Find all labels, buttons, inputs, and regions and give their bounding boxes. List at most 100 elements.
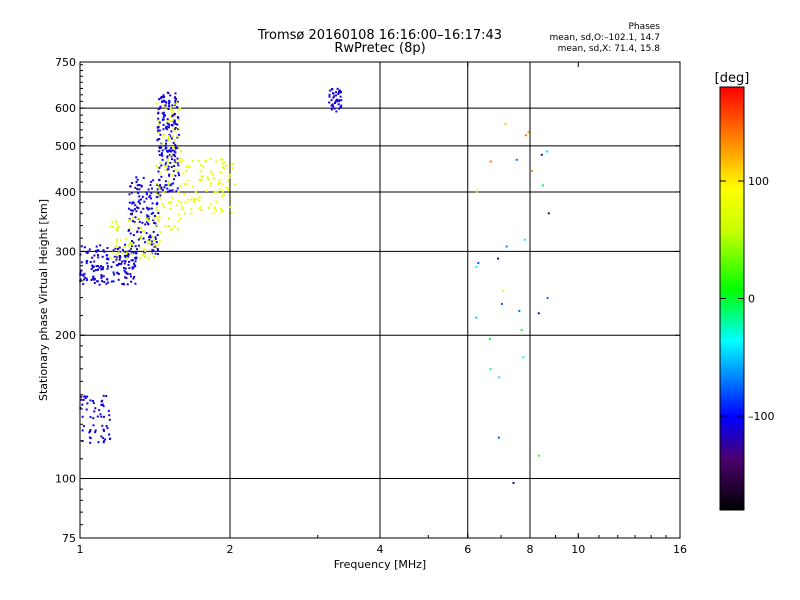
echo-point [183, 193, 186, 195]
echo-point [170, 150, 173, 153]
echo-point [106, 278, 109, 281]
echo-point [177, 228, 180, 231]
echo-point [113, 255, 116, 258]
echo-point [79, 278, 82, 281]
echo-point [137, 238, 140, 241]
echo-point [340, 99, 343, 102]
echo-point [173, 147, 175, 150]
echo-point [178, 107, 181, 110]
echo-point [132, 209, 134, 212]
echo-point [105, 282, 108, 285]
echo-point [475, 316, 478, 319]
echo-point [123, 269, 126, 272]
echo-point [102, 249, 105, 252]
echo-point [335, 94, 338, 97]
echo-point [117, 251, 120, 254]
echo-point [166, 122, 169, 125]
echo-point [333, 95, 336, 98]
echo-point [92, 402, 95, 405]
echo-point [174, 100, 177, 102]
echo-point [91, 256, 94, 259]
echo-point [179, 157, 182, 160]
echo-point [114, 246, 117, 248]
phase-stats-title: Phases [628, 22, 660, 32]
echo-point [176, 157, 179, 160]
echo-point [177, 134, 180, 136]
echo-point [149, 241, 152, 244]
echo-point [102, 437, 105, 440]
echo-point [170, 137, 173, 140]
echo-point [150, 197, 152, 200]
colorbar-ticks: 100 0 –100 [720, 175, 775, 423]
echo-point [175, 190, 178, 193]
echo-point [91, 264, 94, 267]
echo-point [115, 258, 118, 261]
echo-point [173, 120, 176, 123]
echo-point [87, 250, 90, 253]
echo-point [150, 236, 152, 239]
echo-point [86, 260, 89, 262]
echo-point [93, 260, 96, 263]
echo-point [128, 219, 131, 222]
echo-point [166, 118, 169, 121]
echo-point [130, 247, 132, 250]
echo-point [161, 149, 164, 152]
echo-point [108, 414, 111, 417]
echo-point [165, 165, 168, 168]
echo-point [540, 153, 543, 156]
echo-point [129, 273, 132, 276]
echo-point [151, 248, 154, 251]
echo-point [221, 166, 224, 169]
echo-point [177, 110, 180, 113]
echo-point [125, 252, 128, 255]
echo-point [505, 245, 508, 248]
echo-point [165, 139, 168, 142]
echo-point [181, 208, 184, 211]
echo-point [100, 400, 103, 403]
echo-point [93, 282, 96, 284]
echo-point [140, 198, 143, 201]
echo-point [124, 260, 127, 263]
chart-subtitle: RwPretec (8p) [334, 41, 426, 56]
echo-point [124, 271, 127, 274]
echo-point [340, 104, 343, 107]
echo-point [156, 183, 158, 186]
echo-point [105, 257, 108, 260]
echo-point [101, 403, 104, 406]
echo-point [180, 150, 182, 153]
echo-point [80, 261, 83, 264]
x-axis: 1 2 4 6 8 10 16 [77, 62, 687, 556]
echo-point [173, 165, 176, 167]
echo-point [217, 182, 220, 185]
echo-point [512, 482, 515, 484]
echo-point [158, 121, 161, 124]
echo-point [145, 206, 148, 209]
echo-point [168, 149, 170, 152]
echo-point [127, 244, 130, 247]
echo-point [334, 102, 336, 104]
echo-point [94, 429, 97, 432]
echo-point [142, 253, 145, 255]
echo-point [169, 149, 172, 152]
echo-point [160, 96, 163, 99]
y-tick-label: 500 [55, 140, 76, 153]
echo-point [99, 244, 102, 247]
echo-point [157, 212, 160, 215]
echo-point [166, 128, 169, 131]
echo-point [148, 236, 150, 239]
echo-point [140, 184, 143, 187]
echo-point [162, 128, 165, 131]
echo-point [102, 275, 105, 278]
echo-point [489, 368, 492, 371]
echo-point [123, 245, 126, 248]
echo-point [173, 122, 176, 125]
echo-point [152, 219, 155, 222]
echo-point [176, 187, 179, 190]
echo-point [221, 190, 224, 193]
echo-point [117, 278, 120, 281]
echo-point [154, 222, 157, 225]
echo-point [106, 247, 109, 249]
echo-point [136, 184, 139, 187]
echo-point [126, 254, 128, 257]
echo-point [154, 252, 157, 255]
